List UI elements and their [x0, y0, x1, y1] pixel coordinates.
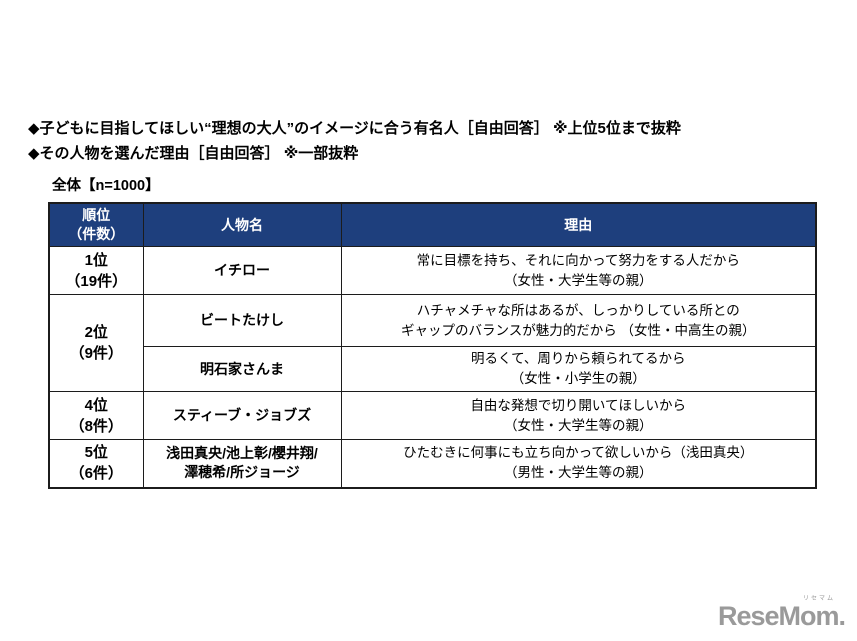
name-column-header: 人物名: [142, 202, 342, 247]
table-row: 2位 （9件） ビートたけし ハチャメチャな所はあるが、しっかりしている所との …: [48, 294, 817, 392]
table-row: 明石家さんま 明るくて、周りから頼られてるから （女性・小学生の親）: [49, 346, 817, 392]
rank-cell: 5位 （6件）: [48, 439, 144, 488]
table-row: 1位 （19件） イチロー 常に目標を持ち、それに向かって努力をする人だから （…: [48, 246, 817, 295]
name-cell: スティーブ・ジョブズ: [142, 391, 342, 440]
reason-cell: ハチャメチャな所はあるが、しっかりしている所との ギャップのバランスが魅力的だか…: [340, 294, 817, 347]
resemom-logo-ruby: リセマム: [802, 596, 835, 602]
sample-size-label: 全体【n=1000】: [52, 178, 160, 194]
rank-cell: 2位 （9件）: [48, 294, 144, 392]
table-header-row: 順位 （件数） 人物名 理由: [48, 202, 817, 247]
title-line-2: ◆その人物を選んだ理由［自由回答］ ※一部抜粋: [28, 145, 359, 162]
resemom-logo: リセマム ReseMom.: [717, 596, 846, 631]
rank-cell: 1位 （19件）: [48, 246, 144, 295]
reason-cell: 自由な発想で切り開いてほしいから （女性・大学生等の親）: [340, 391, 817, 440]
rank-cell: 4位 （8件）: [48, 391, 144, 440]
reason-cell: ひたむきに何事にも立ち向かって欲しいから（浅田真央） （男性・大学生等の親）: [340, 439, 817, 488]
reason-column-header: 理由: [340, 202, 817, 247]
name-cell: 浅田真央/池上彰/櫻井翔/ 澤穂希/所ジョージ: [142, 439, 342, 488]
title-block: ◆子どもに目指してほしい“理想の大人”のイメージに合う有名人［自由回答］ ※上位…: [28, 116, 828, 166]
survey-results-table: 順位 （件数） 人物名 理由 1位 （19件） イチロー 常に目標を持ち、それに…: [48, 202, 817, 489]
resemom-logo-text: ReseMom.: [717, 601, 846, 631]
table-row: 4位 （8件） スティーブ・ジョブズ 自由な発想で切り開いてほしいから （女性・…: [48, 391, 817, 440]
name-cell: イチロー: [142, 246, 342, 295]
name-cell: 明石家さんま: [142, 346, 342, 392]
table-row: 5位 （6件） 浅田真央/池上彰/櫻井翔/ 澤穂希/所ジョージ ひたむきに何事に…: [48, 439, 817, 488]
reason-cell: 明るくて、周りから頼られてるから （女性・小学生の親）: [340, 346, 817, 392]
title-line-1: ◆子どもに目指してほしい“理想の大人”のイメージに合う有名人［自由回答］ ※上位…: [28, 120, 681, 137]
name-cell: ビートたけし: [142, 294, 342, 347]
rank-column-header: 順位 （件数）: [48, 202, 144, 247]
reason-cell: 常に目標を持ち、それに向かって努力をする人だから （女性・大学生等の親）: [340, 246, 817, 295]
